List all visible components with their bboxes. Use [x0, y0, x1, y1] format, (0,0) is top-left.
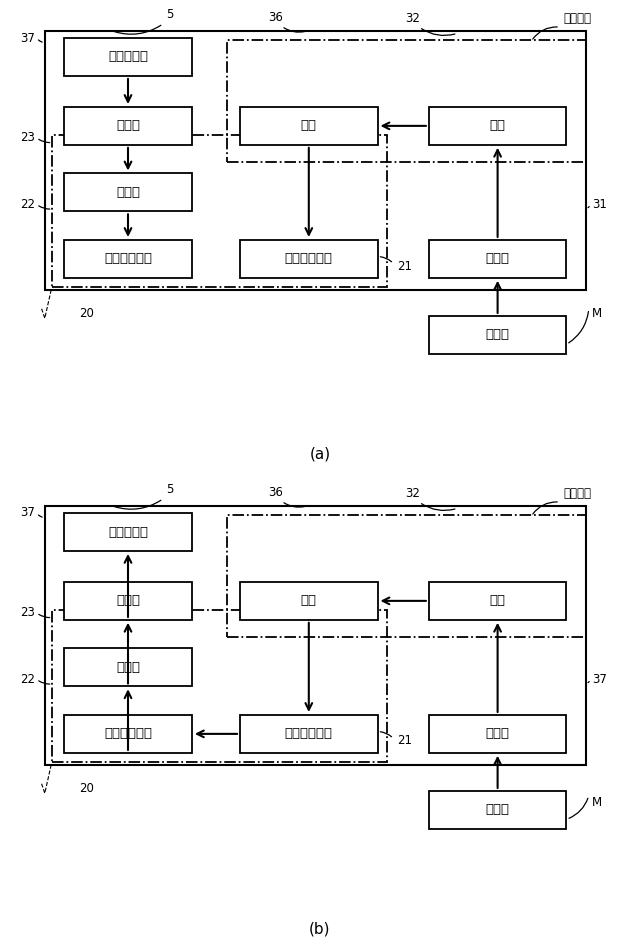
Text: 支持部: 支持部	[116, 186, 140, 199]
Text: 電動機: 電動機	[486, 329, 509, 341]
Text: 31: 31	[592, 198, 607, 211]
Text: (b): (b)	[309, 922, 331, 936]
Bar	[429, 315, 566, 354]
Text: 37: 37	[592, 673, 607, 686]
Bar	[227, 515, 586, 637]
Bar	[240, 240, 378, 277]
Text: 37: 37	[20, 31, 35, 45]
Text: 電動機: 電動機	[486, 804, 509, 816]
Text: 支持部: 支持部	[116, 661, 140, 674]
Text: 37: 37	[20, 506, 35, 520]
Text: 20: 20	[79, 782, 94, 795]
Text: 出力軍: 出力軍	[116, 595, 140, 607]
Text: 36: 36	[268, 485, 283, 499]
Bar	[227, 40, 586, 162]
Text: 破砕ロータ: 破砕ロータ	[108, 525, 148, 539]
Text: 5: 5	[166, 9, 173, 22]
Bar	[45, 505, 586, 765]
Bar	[64, 648, 192, 686]
Text: ギア: ギア	[301, 595, 317, 607]
Bar	[45, 30, 586, 290]
Text: 22: 22	[20, 198, 35, 211]
Bar	[429, 240, 566, 277]
Bar	[429, 107, 566, 144]
Bar	[64, 714, 192, 752]
Text: ギア: ギア	[490, 120, 506, 132]
Text: 36: 36	[268, 10, 283, 24]
Bar	[64, 240, 192, 277]
Text: 入力軍: 入力軍	[486, 253, 509, 265]
Bar	[429, 581, 566, 620]
Text: ギア機構: ギア機構	[563, 11, 591, 25]
Text: 32: 32	[405, 486, 420, 500]
Text: (a): (a)	[309, 446, 331, 461]
Bar	[240, 581, 378, 620]
Text: 21: 21	[397, 734, 412, 748]
Text: 5: 5	[166, 484, 173, 496]
Text: 32: 32	[405, 11, 420, 25]
Text: 摩擦プレート: 摩擦プレート	[285, 253, 333, 265]
Bar	[240, 714, 378, 752]
Text: 21: 21	[397, 259, 412, 273]
Text: 22: 22	[20, 673, 35, 686]
Text: 入力軍: 入力軍	[486, 728, 509, 740]
Text: 加圧プレート: 加圧プレート	[104, 728, 152, 740]
Bar	[64, 513, 192, 551]
Text: 破砕ロータ: 破砕ロータ	[108, 50, 148, 64]
Text: 摩擦プレート: 摩擦プレート	[285, 728, 333, 740]
Bar	[64, 38, 192, 76]
Text: M: M	[592, 307, 602, 320]
Text: 23: 23	[20, 606, 35, 619]
Text: ギア: ギア	[490, 595, 506, 607]
Bar	[64, 581, 192, 620]
Bar	[429, 790, 566, 828]
Text: M: M	[592, 796, 602, 809]
Bar	[64, 173, 192, 212]
Text: ギア機構: ギア機構	[563, 486, 591, 500]
Text: 23: 23	[20, 131, 35, 144]
Text: 加圧プレート: 加圧プレート	[104, 253, 152, 265]
Text: 出力軍: 出力軍	[116, 120, 140, 132]
Bar	[240, 107, 378, 144]
Bar	[52, 136, 387, 287]
Text: 20: 20	[79, 307, 94, 320]
Text: ギア: ギア	[301, 120, 317, 132]
Bar	[429, 714, 566, 752]
Bar	[64, 107, 192, 144]
Bar	[52, 611, 387, 762]
